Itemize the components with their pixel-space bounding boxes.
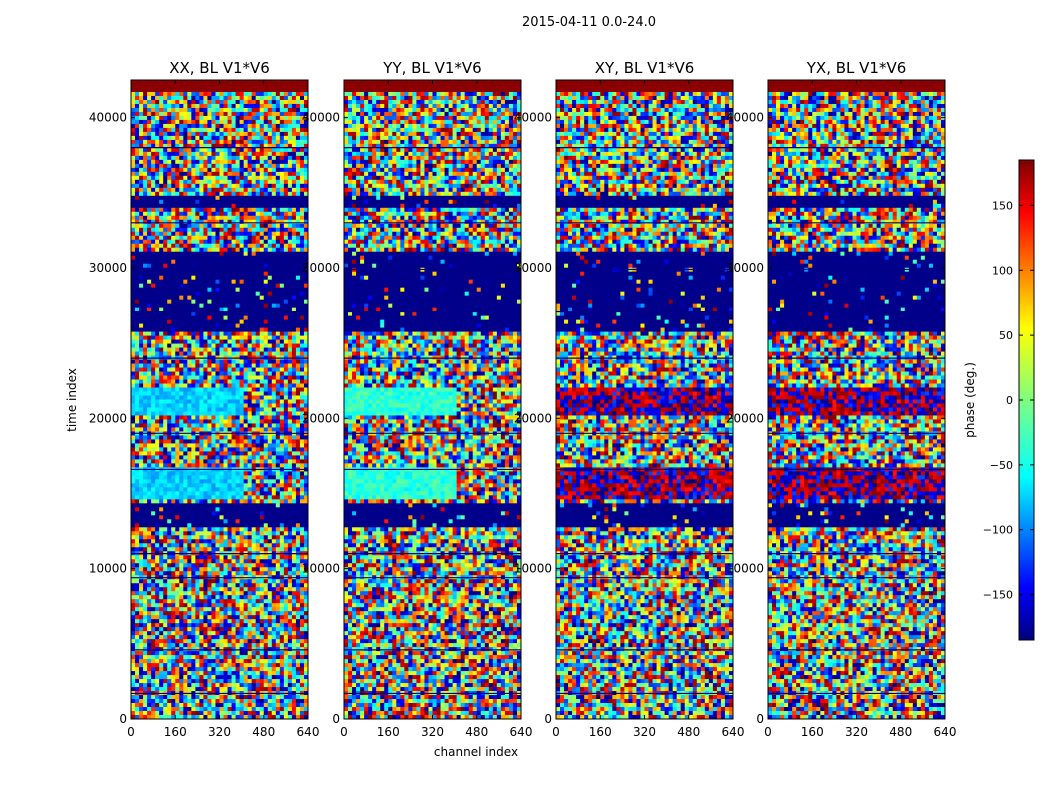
panels: XX, BL V1*V6 0 160 320 480 640 0 10000 20000 3000…: [89, 59, 957, 739]
y-tick-label: 0: [119, 712, 127, 726]
y-tick-label: 40000: [514, 111, 552, 125]
y-tick-label: 0: [756, 712, 764, 726]
y-axis-label: time index: [65, 368, 79, 432]
y-tick-label: 10000: [514, 562, 552, 576]
x-tick-label: 320: [421, 725, 444, 739]
colorbar: −150 −100 −50 0 50 100 150 phase (deg.): [963, 159, 1035, 641]
panel-title: XY, BL V1*V6: [595, 59, 695, 77]
suptitle: 2015-04-11 0.0-24.0: [522, 15, 656, 30]
y-tick-label: 30000: [302, 261, 340, 275]
x-tick-label: 480: [677, 725, 700, 739]
x-tick-label: 320: [633, 725, 656, 739]
y-tick-label: 20000: [514, 411, 552, 425]
colorbar-tick-label: 0: [1006, 394, 1013, 407]
y-tick-label: 30000: [726, 261, 764, 275]
panel-image: [556, 80, 733, 719]
x-tick-label: 480: [465, 725, 488, 739]
x-tick-label: 480: [252, 725, 275, 739]
x-tick-label: 480: [889, 725, 912, 739]
x-tick-label: 160: [801, 725, 824, 739]
x-tick-label: 160: [164, 725, 187, 739]
y-tick-label: 10000: [302, 562, 340, 576]
y-tick-label: 30000: [514, 261, 552, 275]
y-tick-label: 40000: [726, 111, 764, 125]
y-tick-label: 30000: [89, 261, 127, 275]
colorbar-ticks: −150 −100 −50 0 50 100 150: [983, 199, 1034, 602]
x-tick-label: 0: [552, 725, 560, 739]
x-tick-label: 0: [340, 725, 348, 739]
y-tick-label: 20000: [89, 411, 127, 425]
panel-image: [344, 80, 521, 719]
y-tick-label: 40000: [89, 111, 127, 125]
y-tick-label: 20000: [302, 411, 340, 425]
colorbar-tick-label: 150: [992, 199, 1013, 212]
x-tick-label: 640: [722, 725, 745, 739]
x-tick-label: 640: [510, 725, 533, 739]
x-tick-label: 320: [208, 725, 231, 739]
panel-title: XX, BL V1*V6: [169, 59, 270, 77]
x-tick-label: 640: [297, 725, 320, 739]
colorbar-tick-label: 100: [992, 264, 1013, 277]
x-tick-label: 0: [127, 725, 135, 739]
panel-title: YX, BL V1*V6: [806, 59, 907, 77]
x-tick-label: 160: [589, 725, 612, 739]
panel-2: YY, BL V1*V6 0 160 320 480 640 0 10000 20000 3000…: [302, 59, 533, 739]
panel-image: [768, 80, 945, 719]
colorbar-tick-label: −50: [990, 459, 1013, 472]
y-tick-label: 40000: [302, 111, 340, 125]
y-tick-label: 20000: [726, 411, 764, 425]
panel-4: YX, BL V1*V6 0 160 320 480 640 0 10000 20000 3000…: [726, 59, 957, 739]
panel-3: XY, BL V1*V6 0 160 320 480 640 0 10000 20000 3000…: [514, 59, 745, 739]
y-tick-label: 10000: [89, 562, 127, 576]
panel-image: [131, 80, 308, 719]
x-tick-label: 640: [934, 725, 957, 739]
x-axis-label: channel index: [434, 745, 518, 759]
y-tick-label: 0: [544, 712, 552, 726]
colorbar-label: phase (deg.): [963, 362, 977, 438]
panel-1: XX, BL V1*V6 0 160 320 480 640 0 10000 20000 3000…: [89, 59, 320, 739]
y-tick-label: 10000: [726, 562, 764, 576]
x-tick-label: 0: [764, 725, 772, 739]
colorbar-tick-label: −150: [983, 589, 1013, 602]
colorbar-tick-label: 50: [999, 329, 1013, 342]
x-tick-label: 320: [845, 725, 868, 739]
panel-title: YY, BL V1*V6: [382, 59, 481, 77]
colorbar-tick-label: −100: [983, 524, 1013, 537]
x-tick-label: 160: [377, 725, 400, 739]
y-tick-label: 0: [332, 712, 340, 726]
